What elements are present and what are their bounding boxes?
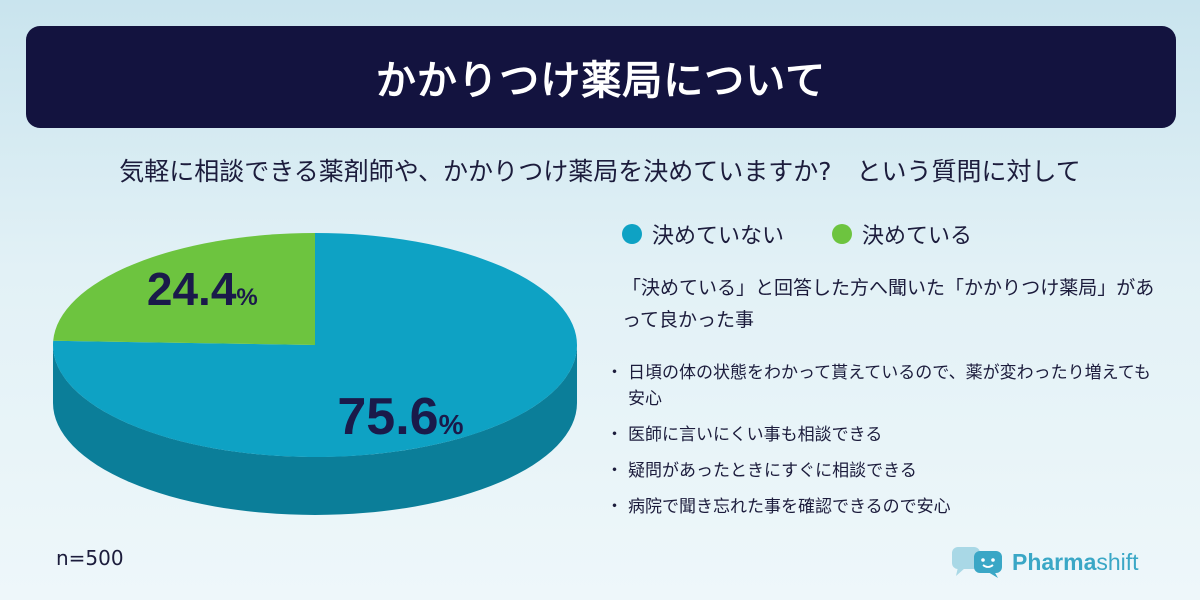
legend-swatch-decided	[832, 224, 853, 244]
brand-name: Pharmashift	[1012, 548, 1139, 575]
legend-item-not-decided: 決めていない	[622, 218, 784, 250]
answer-item: 医師に言いにくい事も相談できる	[606, 422, 1166, 448]
sample-size: n=500	[56, 546, 124, 570]
chart-legend: 決めていない 決めている	[622, 218, 972, 250]
title-bar: かかりつけ薬局について	[26, 26, 1176, 128]
pie-data-label: 75.6%	[337, 388, 463, 446]
legend-label-not-decided: 決めていない	[652, 224, 785, 249]
pie-data-label: 24.4%	[147, 263, 258, 315]
answer-item: 日頃の体の状態をわかって貰えているので、薬が変わったり増えても安心	[606, 360, 1166, 412]
pie-side-0	[53, 345, 577, 515]
answers-list: 日頃の体の状態をわかって貰えているので、薬が変わったり増えても安心 医師に言いに…	[606, 360, 1166, 530]
legend-swatch-not-decided	[622, 224, 642, 244]
page-title: かかりつけ薬局について	[375, 58, 827, 104]
pie-chart: 75.6% 24.4%	[52, 233, 577, 515]
answers-heading: 「決めている」と回答した方へ聞いた「かかりつけ薬局」があって良かった事	[622, 277, 1155, 331]
answer-item: 病院で聞き忘れた事を確認できるので安心	[606, 494, 1166, 520]
answer-item: 疑問があったときにすぐに相談できる	[606, 458, 1166, 484]
pie-slice-1	[53, 233, 315, 345]
pie-slice-0	[52, 233, 577, 457]
legend-label-decided: 決めている	[862, 224, 973, 249]
legend-item-decided: 決めている	[832, 218, 972, 250]
survey-question: 気軽に相談できる薬剤師や、かかりつけ薬局を決めていますか? という質問に対して	[119, 157, 1081, 186]
speech-bubbles-icon	[952, 547, 1002, 578]
brand-logo: Pharmashift	[950, 545, 1139, 579]
